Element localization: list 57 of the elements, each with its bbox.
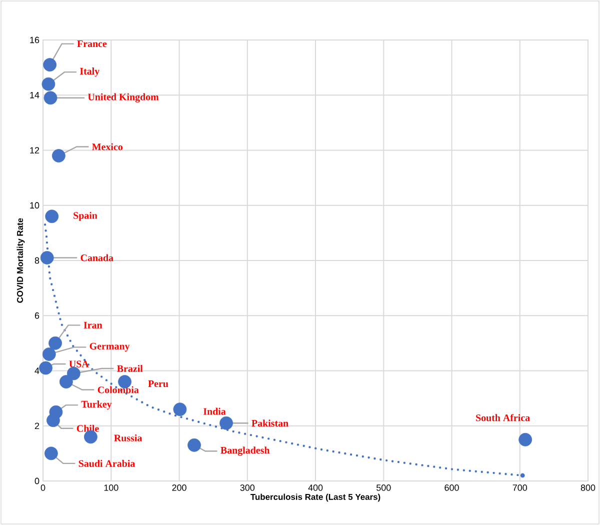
annotation: Canada [80,254,114,262]
y-tick-label: 10 [30,202,40,209]
point [43,58,57,72]
x-tick-label: 400 [308,484,323,491]
annotation: Bangladesh [220,446,270,456]
annotation: Pakistan [252,420,288,427]
point [220,416,233,430]
point [46,414,60,428]
point [59,375,73,388]
y-tick-label: 6 [34,312,40,319]
point [52,149,66,162]
x-tick-label: 600 [444,484,459,491]
annotation: South Africa [476,414,530,422]
annotation: Turkey [81,400,112,410]
annotation: Colombia [98,386,139,394]
point [66,366,80,380]
y-tick-label: 0 [34,478,40,484]
annotation: Iran [84,322,102,328]
point [42,347,56,361]
point [44,91,58,105]
annotation: India [203,408,226,415]
y-tick-label: 14 [30,92,40,98]
annotation: United Kingdom [88,93,159,102]
point [173,402,187,416]
annotation: Spain [74,212,98,221]
point [518,432,532,446]
annotation: Russia [114,434,142,442]
y-tick-label: 2 [34,422,40,429]
x-tick-label: 800 [580,484,596,491]
annotation: France [77,40,107,48]
point [188,438,201,452]
x-axis-title: Tuberculosis Rate (Last 5 Years) [250,494,380,502]
x-tick-label: 500 [376,484,391,491]
point [520,473,525,478]
y-tick-label: 12 [30,147,40,154]
x-tick-label: 300 [240,484,255,491]
annotation: Saudi Arabia [78,460,135,467]
y-tick-label: 4 [34,368,40,374]
y-axis-title: COVID Mortality Rate [16,218,25,303]
point [44,446,58,460]
annotation: USA [69,360,89,368]
point [42,77,56,91]
x-tick-label: 700 [512,484,528,491]
annotation: Germany [90,342,130,352]
x-tick-label: 0 [40,484,46,491]
x-tick-label: 200 [172,484,186,491]
point [39,361,52,375]
point [48,336,62,350]
annotation: Peru [148,380,168,388]
annotation: Italy [80,68,100,77]
y-tick-label: 16 [30,36,40,44]
annotation: Brazil [117,364,143,372]
point [45,210,59,224]
point [40,251,54,264]
annotation: Mexico [92,143,122,150]
y-tick-label: 8 [34,257,40,264]
x-tick-label: 100 [104,484,118,491]
